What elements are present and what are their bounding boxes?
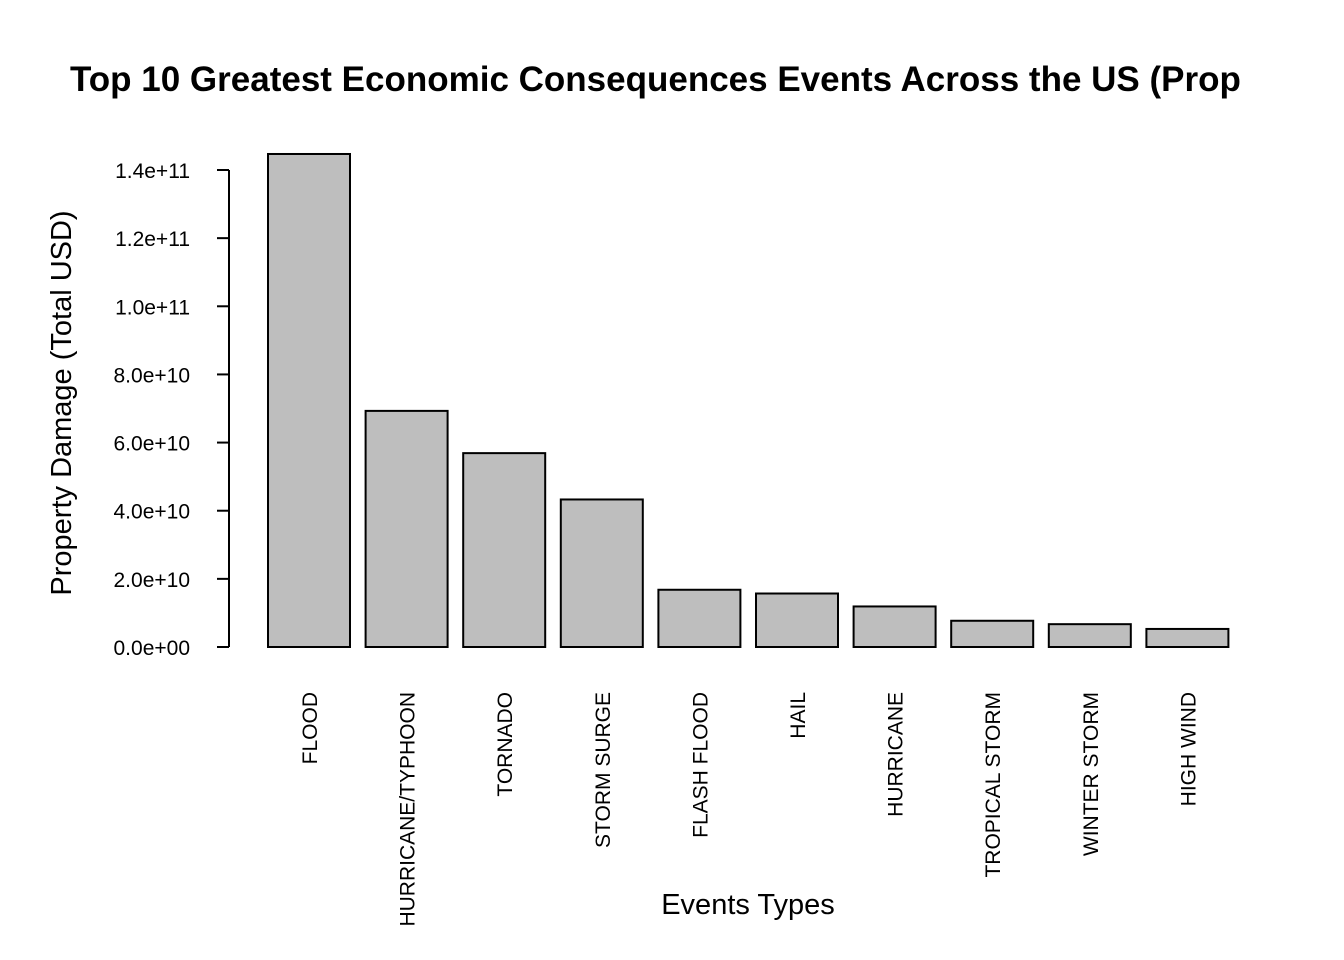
- y-tick-label: 1.0e+11: [115, 296, 190, 319]
- y-tick-label: 1.4e+11: [115, 160, 190, 183]
- bar-high-wind: [1145, 627, 1230, 648]
- y-tick-label: 2.0e+10: [114, 569, 191, 592]
- y-tick-label: 1.2e+11: [115, 228, 190, 251]
- x-tick-label: WINTER STORM: [1080, 692, 1103, 856]
- y-axis-label: Property Damage (Total USD): [46, 210, 78, 595]
- bar-tornado: [462, 452, 547, 648]
- x-tick-labels: FLOOD HURRICANE/TYPHOON TORNADO STORM SURGE…: [299, 692, 1200, 927]
- bar-flood: [267, 152, 351, 649]
- bar-storm-surge: [559, 498, 644, 648]
- x-tick-label: STORM SURGE: [592, 692, 615, 848]
- x-axis-label: Events Types: [661, 889, 835, 921]
- bar-winter-storm: [1047, 623, 1132, 648]
- x-tick-label: FLOOD: [299, 692, 322, 764]
- x-tick-label: HURRICANE/TYPHOON: [397, 692, 420, 927]
- x-tick-label: FLASH FLOOD: [689, 692, 712, 838]
- bar-flash-flood: [657, 588, 742, 649]
- x-tick-label: HAIL: [787, 692, 810, 739]
- y-tick-label: 8.0e+10: [114, 364, 191, 387]
- bar-tropical-storm: [950, 619, 1035, 649]
- chart-title: Top 10 Greatest Economic Consequences Ev…: [70, 60, 1241, 99]
- x-tick-label: TROPICAL STORM: [982, 692, 1005, 878]
- bar-hail: [755, 592, 839, 649]
- x-tick-label: HIGH WIND: [1177, 692, 1200, 806]
- y-tick-label: 0.0e+00: [114, 637, 191, 660]
- x-tick-label: HURRICANE: [885, 692, 908, 817]
- bars: [267, 152, 1230, 649]
- y-tick-label: 6.0e+10: [114, 433, 191, 456]
- x-tick-label: TORNADO: [494, 692, 517, 797]
- y-axis: 0.0e+00 2.0e+10 4.0e+10 6.0e+10 8.0e+10 1.0e+…: [114, 160, 230, 660]
- y-tick-label: 4.0e+10: [114, 501, 191, 524]
- bar-hurricane: [852, 605, 937, 649]
- bar-hurricane-typhoon: [364, 409, 449, 649]
